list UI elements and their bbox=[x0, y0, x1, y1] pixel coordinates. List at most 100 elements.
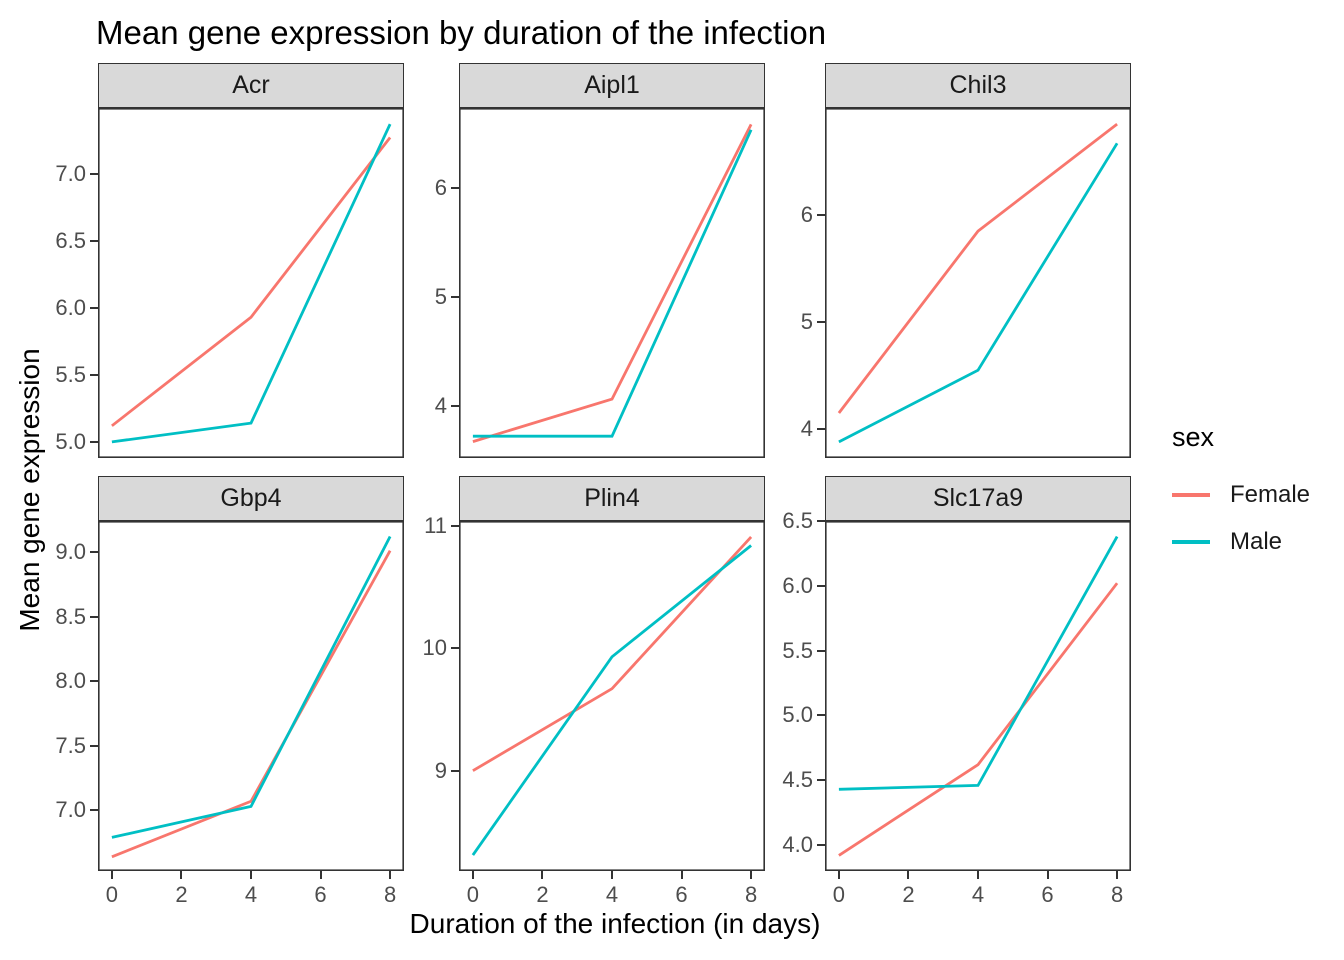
y-tick-label: 11 bbox=[424, 512, 447, 538]
y-tick-label: 8.5 bbox=[55, 603, 86, 629]
x-tick-mark bbox=[250, 871, 252, 879]
y-tick-mark bbox=[451, 404, 459, 407]
facet-label: Gbp4 bbox=[220, 484, 282, 512]
x-tick-mark bbox=[680, 871, 683, 879]
y-tick-mark bbox=[817, 844, 825, 847]
line-female bbox=[111, 550, 392, 859]
facet-slc17a9: Slc17a9 4.0 4.5 5.0 5.5 6.0 6.5 0 2 4 6 8 bbox=[763, 476, 1131, 916]
x-tick-mark bbox=[611, 871, 613, 879]
x-tick-mark bbox=[541, 871, 544, 879]
facet-label: Chil3 bbox=[949, 71, 1007, 99]
y-tick-mark bbox=[90, 373, 98, 376]
y-tick-label: 7.5 bbox=[55, 732, 86, 758]
x-tick-label: 2 bbox=[175, 882, 188, 907]
y-tick-mark bbox=[451, 769, 459, 772]
y-tick-label: 8.0 bbox=[55, 668, 86, 694]
x-tick-label: 6 bbox=[314, 882, 327, 907]
x-tick-label: 6 bbox=[675, 882, 688, 907]
line-female bbox=[838, 582, 1119, 857]
facet-gbp4: Gbp4 7.0 7.5 8.0 8.5 9.0 0 2 4 6 8 bbox=[36, 476, 404, 916]
y-tick-mark bbox=[451, 295, 459, 298]
facet-acr: Acr 5.0 5.5 6.0 6.5 7.0 bbox=[36, 63, 404, 458]
x-tick-mark bbox=[977, 871, 979, 879]
y-tick-mark bbox=[817, 520, 825, 522]
y-tick-label: 9 bbox=[434, 757, 447, 783]
facet-strip: Chil3 bbox=[825, 63, 1131, 108]
y-tick-mark bbox=[90, 680, 98, 683]
panel-border bbox=[98, 108, 404, 458]
y-tick-label: 5 bbox=[434, 283, 447, 309]
x-tick-label: 6 bbox=[1041, 882, 1054, 907]
y-tick-mark bbox=[451, 647, 459, 650]
chart-title: Mean gene expression by duration of the … bbox=[96, 14, 827, 51]
y-tick-mark bbox=[817, 584, 825, 587]
y-tick-label: 4.0 bbox=[782, 832, 813, 858]
y-tick-label: 6.5 bbox=[55, 227, 86, 253]
x-tick-mark bbox=[907, 871, 910, 879]
y-tick-label: 4 bbox=[434, 392, 447, 418]
facet-panel bbox=[98, 108, 404, 458]
y-tick-label: 9.0 bbox=[55, 538, 86, 564]
x-tick-label: 0 bbox=[105, 882, 119, 907]
legend-entry-female: Female bbox=[1172, 479, 1342, 511]
facet-label: Plin4 bbox=[584, 484, 640, 512]
line-male bbox=[838, 535, 1119, 791]
facet-label: Aipl1 bbox=[584, 71, 640, 99]
x-axis-title: Duration of the infection (in days) bbox=[409, 908, 821, 939]
legend: sex Female Male bbox=[1172, 422, 1342, 573]
panel-border bbox=[825, 521, 1131, 871]
y-tick-label: 4 bbox=[800, 416, 813, 442]
legend-title: sex bbox=[1172, 422, 1215, 452]
y-tick-mark bbox=[817, 714, 825, 717]
line-female bbox=[472, 123, 753, 443]
y-tick-mark bbox=[451, 186, 459, 189]
line-female bbox=[837, 122, 1118, 414]
facet-panel bbox=[825, 108, 1131, 458]
y-tick-mark bbox=[90, 809, 98, 812]
panel-border bbox=[98, 521, 404, 871]
female-line-key bbox=[1172, 493, 1210, 497]
facet-aipl1: Aipl1 4 5 6 bbox=[397, 63, 765, 458]
y-tick-mark bbox=[817, 428, 825, 431]
line-male bbox=[111, 123, 392, 444]
y-tick-mark bbox=[817, 649, 825, 652]
y-tick-mark bbox=[90, 744, 98, 747]
panel-border bbox=[825, 108, 1131, 458]
x-tick-mark bbox=[837, 871, 840, 879]
x-tick-label: 0 bbox=[466, 882, 480, 907]
x-tick-mark bbox=[471, 871, 474, 879]
facet-panel bbox=[825, 521, 1131, 871]
facet-panel bbox=[459, 521, 765, 871]
x-tick-label: 4 bbox=[971, 882, 985, 907]
y-tick-label: 10 bbox=[422, 635, 447, 661]
y-tick-mark bbox=[90, 306, 98, 309]
y-tick-label: 7.0 bbox=[55, 160, 86, 186]
facet-panel bbox=[459, 108, 765, 458]
line-female bbox=[472, 535, 753, 772]
line-female bbox=[111, 136, 392, 427]
y-tick-label: 5.0 bbox=[55, 428, 86, 454]
x-tick-mark bbox=[180, 871, 183, 879]
y-tick-label: 6.0 bbox=[782, 572, 813, 598]
y-tick-label: 5 bbox=[800, 309, 813, 335]
x-tick-label: 2 bbox=[536, 882, 549, 907]
x-tick-label: 2 bbox=[902, 882, 915, 907]
line-male bbox=[471, 544, 752, 856]
y-tick-mark bbox=[817, 779, 825, 782]
legend-entry-male: Male bbox=[1172, 526, 1342, 558]
y-tick-label: 4.5 bbox=[782, 767, 813, 793]
y-tick-mark bbox=[90, 239, 98, 242]
y-tick-label: 7.0 bbox=[55, 797, 86, 823]
panel-border bbox=[459, 108, 765, 458]
x-tick-label: 4 bbox=[244, 882, 258, 907]
y-tick-mark bbox=[451, 524, 459, 527]
y-tick-mark bbox=[817, 321, 825, 324]
male-line-key bbox=[1172, 540, 1210, 544]
x-tick-mark bbox=[110, 871, 113, 879]
y-tick-label: 6 bbox=[434, 174, 447, 200]
facet-chil3: Chil3 4 5 6 bbox=[763, 63, 1131, 458]
y-tick-mark bbox=[90, 615, 98, 618]
y-tick-label: 5.5 bbox=[55, 361, 86, 387]
line-male bbox=[838, 142, 1119, 444]
